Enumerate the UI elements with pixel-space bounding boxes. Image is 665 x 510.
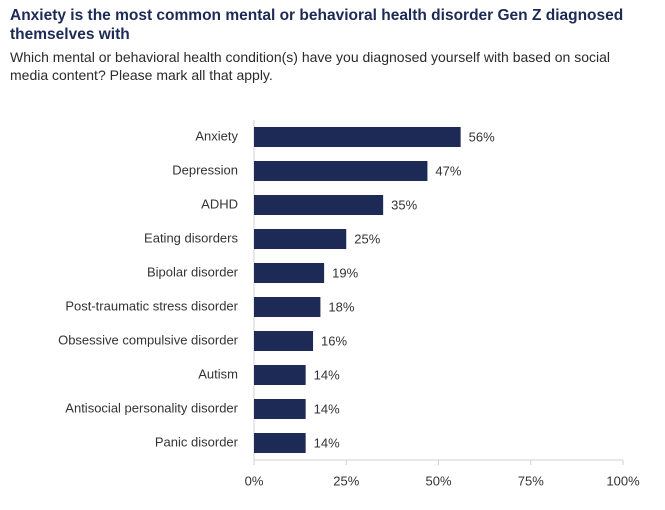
value-label: 18% <box>328 299 354 314</box>
x-tick-label: 25% <box>333 473 359 488</box>
bar <box>254 161 428 181</box>
y-tick-label: Eating disorders <box>144 230 238 245</box>
y-tick-label: Autism <box>198 366 238 381</box>
bar <box>254 229 347 249</box>
y-tick-label: Post-traumatic stress disorder <box>65 298 238 313</box>
x-tick-label: 100% <box>606 473 640 488</box>
y-tick-label: Obsessive compulsive disorder <box>58 332 239 347</box>
bar <box>254 263 325 283</box>
value-label: 14% <box>314 401 340 416</box>
x-tick-label: 50% <box>425 473 451 488</box>
y-tick-label: Depression <box>172 162 238 177</box>
chart-subtitle: Which mental or behavioral health condit… <box>10 49 611 83</box>
value-label: 19% <box>332 265 358 280</box>
y-tick-label: Bipolar disorder <box>147 264 239 279</box>
value-label: 14% <box>314 435 340 450</box>
value-label: 56% <box>469 129 495 144</box>
x-tick-label: 0% <box>245 473 264 488</box>
value-label: 14% <box>314 367 340 382</box>
y-tick-label: ADHD <box>201 196 238 211</box>
value-label: 47% <box>435 163 461 178</box>
value-label: 35% <box>391 197 417 212</box>
bar <box>254 195 384 215</box>
value-label: 25% <box>354 231 380 246</box>
bar <box>254 365 306 385</box>
bar <box>254 331 314 351</box>
bar <box>254 127 461 147</box>
y-tick-label: Panic disorder <box>155 434 239 449</box>
bar <box>254 297 321 317</box>
x-tick-label: 75% <box>518 473 544 488</box>
bar <box>254 433 306 453</box>
y-tick-label: Antisocial personality disorder <box>65 400 238 415</box>
bar <box>254 399 306 419</box>
value-label: 16% <box>321 333 347 348</box>
chart-title: Anxiety is the most common mental or beh… <box>10 7 624 43</box>
y-tick-label: Anxiety <box>195 128 238 143</box>
